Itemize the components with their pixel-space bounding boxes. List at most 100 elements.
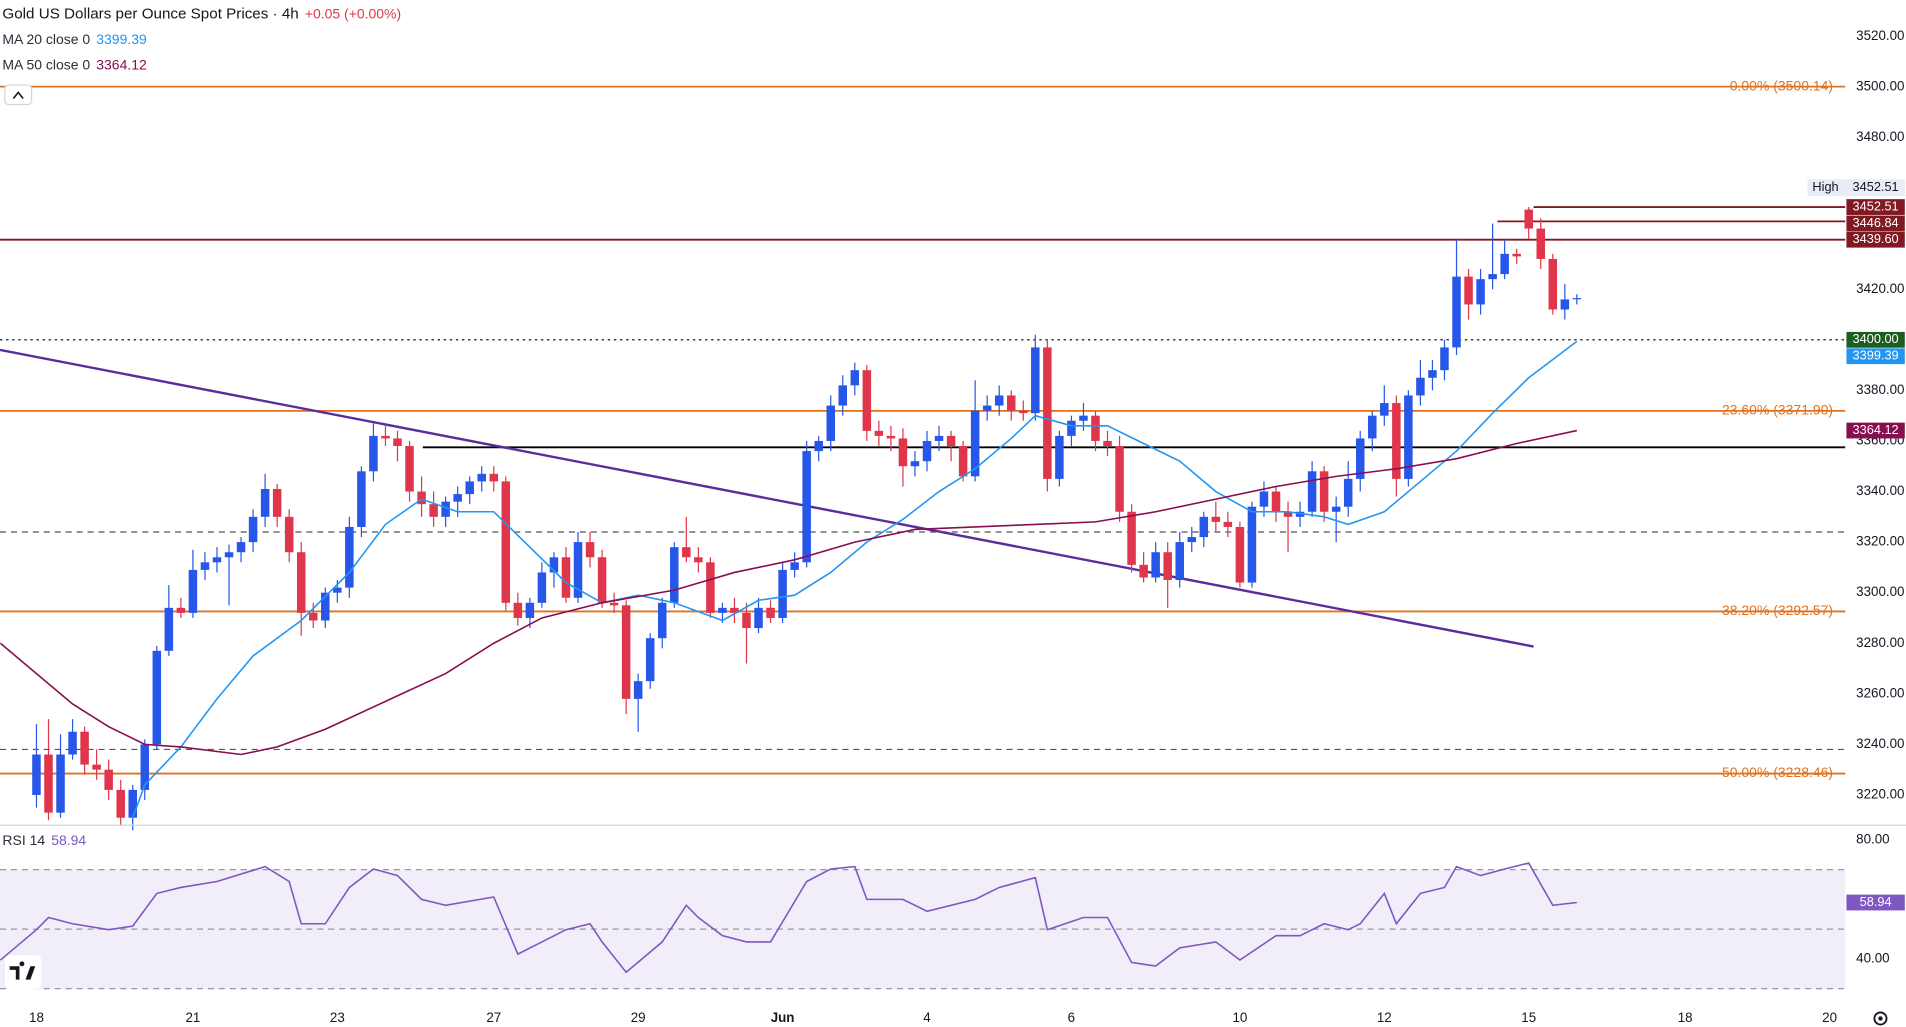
- candle-body: [501, 481, 511, 603]
- candle-body: [1031, 347, 1040, 414]
- candle-body: [1079, 415, 1088, 421]
- rsi-value-box: [1846, 894, 1905, 911]
- candle-body: [1006, 395, 1016, 411]
- candle-body: [934, 435, 944, 441]
- candle-body: [140, 744, 150, 790]
- candle-body: [92, 764, 101, 770]
- ma-legend-value: 3399.39: [96, 31, 147, 47]
- rsi-value-label: 58.94: [1860, 894, 1892, 909]
- candle-body: [1380, 403, 1389, 416]
- candle-body: [224, 552, 234, 558]
- candle-body: [1452, 276, 1461, 348]
- candle-body: [1512, 253, 1521, 257]
- candle-body: [429, 504, 438, 517]
- candle-body: [56, 754, 65, 813]
- candle-body: [1163, 552, 1172, 581]
- candle-body: [296, 552, 306, 613]
- candle-body: [573, 542, 583, 598]
- candle-body: [994, 395, 1004, 406]
- x-tick-label: 23: [330, 1010, 345, 1025]
- candle-body: [1464, 276, 1473, 305]
- x-tick-label: 4: [923, 1010, 931, 1025]
- candle-body: [1139, 564, 1148, 578]
- legend-line: MA 20 close 0 3399.39: [2, 31, 147, 47]
- moving-average: [0, 429, 1578, 756]
- logo-box: [4, 955, 42, 990]
- candle-body: [1235, 526, 1245, 583]
- candle-body: [1416, 377, 1425, 396]
- candle-body: [405, 446, 414, 492]
- x-tick-label: 20: [1822, 1010, 1837, 1025]
- candle-body: [537, 572, 547, 603]
- candle-body: [1560, 299, 1570, 310]
- x-tick-label: 10: [1232, 1010, 1247, 1025]
- settings-gear[interactable]: [1873, 1011, 1888, 1026]
- y-tick-label: 3320.00: [1856, 534, 1904, 549]
- candle-body: [1404, 395, 1413, 479]
- candle-body: [441, 501, 450, 517]
- candle-body: [1355, 438, 1365, 479]
- candle-body: [742, 612, 751, 629]
- candle-body: [212, 557, 222, 563]
- candle-body: [886, 435, 896, 439]
- candle-body: [645, 638, 655, 682]
- ma-value-label-box: [1846, 348, 1905, 365]
- x-tick-label: 18: [29, 1010, 44, 1025]
- legend-line: Gold US Dollars per Ounce Spot Prices · …: [2, 5, 401, 22]
- candle-body: [1115, 446, 1124, 512]
- collapse-button-box[interactable]: [4, 84, 33, 106]
- candle-body: [621, 605, 631, 699]
- settings-gear-center: [1878, 1016, 1883, 1021]
- trendline: [0, 348, 1534, 648]
- candle-body: [369, 435, 378, 472]
- candle-body: [633, 681, 643, 699]
- rsi-line: [0, 862, 1577, 974]
- settings-button[interactable]: [1873, 1011, 1888, 1026]
- candle-body: [1223, 521, 1233, 527]
- candle-body: [417, 491, 426, 505]
- candle-body: [1055, 435, 1064, 479]
- candle-body: [1019, 410, 1028, 414]
- rsi-tick-label: 40.00: [1856, 950, 1889, 965]
- fib-label: 23.60% (3371.90): [1722, 402, 1833, 418]
- candle-body: [946, 435, 956, 447]
- candle-body: [1343, 478, 1353, 507]
- candle-body: [549, 557, 559, 573]
- level-value-label-box: [1846, 331, 1905, 348]
- moving-average: [131, 340, 1578, 818]
- candle-body: [1151, 552, 1160, 578]
- level-value-label-box: [1846, 199, 1905, 215]
- candle-body: [1211, 516, 1221, 522]
- candle-body: [128, 789, 137, 818]
- rsi-legend-value: 58.94: [51, 832, 86, 848]
- candle-body: [706, 562, 715, 613]
- candle-body: [778, 569, 787, 618]
- y-tick-label: 3380.00: [1856, 382, 1904, 397]
- rsi-tick-label: 80.00: [1856, 831, 1889, 846]
- candle-body: [1572, 298, 1582, 300]
- high-marker-box: [1807, 179, 1905, 197]
- x-tick-label: 6: [1068, 1010, 1075, 1025]
- candle-body: [1536, 228, 1546, 259]
- y-tick-label: 3480.00: [1856, 129, 1904, 144]
- logo-mark: [9, 961, 36, 980]
- collapse-button[interactable]: [4, 84, 33, 106]
- y-tick-label: 3340.00: [1856, 483, 1904, 498]
- fib-label: 50.00% (3228.46): [1722, 764, 1833, 780]
- level-value-label: 3439.60: [1853, 231, 1899, 246]
- candle-body: [1271, 491, 1281, 512]
- candle-body: [32, 754, 41, 795]
- level-value-label: 3452.51: [1853, 198, 1899, 213]
- candle-body: [393, 438, 402, 447]
- candle-body: [874, 430, 884, 436]
- candle-body: [561, 557, 571, 598]
- candle-body: [1428, 370, 1437, 378]
- candle-body: [357, 471, 366, 527]
- candle-body: [465, 481, 474, 495]
- x-tick-label: 27: [486, 1010, 501, 1025]
- candle-body: [597, 557, 607, 603]
- candle-body: [922, 440, 932, 462]
- candle-body: [164, 607, 174, 651]
- candle-body: [345, 526, 354, 588]
